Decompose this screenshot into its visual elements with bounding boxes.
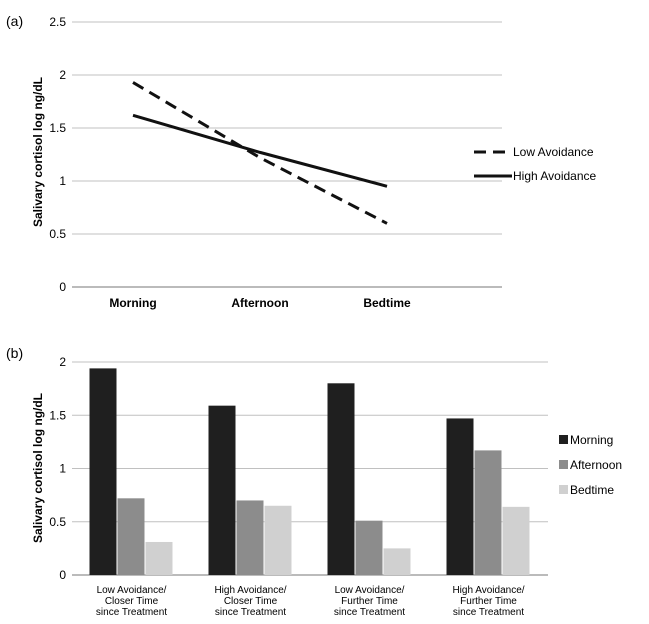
panel-b-y-ticks: 0 0.5 1 1.5 2 <box>49 355 66 582</box>
panel-a-x-tick-label: Bedtime <box>363 296 411 310</box>
panel-b-x-tick-label: High Avoidance/ <box>214 585 286 596</box>
panel-b-y-tick-label: 0.5 <box>49 515 66 529</box>
panel-a-y-axis-label: Salivary cortisol log ng/dL <box>31 77 45 227</box>
panel-a-y-tick-label: 1 <box>59 174 66 188</box>
panel-a-y-tick-label: 0 <box>59 280 66 294</box>
bar-afternoon-group-4 <box>474 450 502 575</box>
bar-bedtime-group-4 <box>502 506 530 575</box>
panel-b-x-tick-label: Low Avoidance/ <box>97 585 167 596</box>
legend-label-morning: Morning <box>570 433 613 447</box>
panel-b-y-tick-label: 0 <box>59 568 66 582</box>
panel-b-x-tick-label: since Treatment <box>215 607 286 618</box>
bar-morning-group-2 <box>208 405 236 575</box>
panel-b-bars <box>89 368 530 575</box>
panel-b-y-tick-label: 1 <box>59 462 66 476</box>
legend-label-afternoon: Afternoon <box>570 458 622 472</box>
panel-b-x-tick-label: since Treatment <box>96 607 167 618</box>
panel-a-gridlines <box>72 21 502 288</box>
panel-b-x-tick-label: Closer Time <box>224 596 278 607</box>
bar-afternoon-group-1 <box>117 498 145 575</box>
panel-b-y-tick-label: 1.5 <box>49 408 66 422</box>
bar-afternoon-group-3 <box>355 520 383 575</box>
bar-morning-group-4 <box>446 418 474 575</box>
panel-a-line-high-avoidance <box>132 113 388 188</box>
panel-a-y-ticks: 0 0.5 1 1.5 2 2.5 <box>49 15 66 294</box>
panel-b-y-tick-label: 2 <box>59 355 66 369</box>
panel-a-y-tick-label: 1.5 <box>49 121 66 135</box>
legend-swatch-afternoon <box>559 460 568 469</box>
panel-a-x-tick-label: Morning <box>109 296 156 310</box>
panel-a-y-tick-label: 2 <box>59 68 66 82</box>
panel-a-legend: Low Avoidance High Avoidance <box>474 145 597 183</box>
bar-bedtime-group-1 <box>145 541 173 575</box>
panel-b-x-tick-label: since Treatment <box>453 607 524 618</box>
panel-b-legend: Morning Afternoon Bedtime <box>559 433 622 497</box>
bar-afternoon-group-2 <box>236 500 264 575</box>
panel-b-y-axis-label: Salivary cortisol log ng/dL <box>31 393 45 543</box>
bar-bedtime-group-2 <box>264 505 292 575</box>
legend-swatch-morning <box>559 435 568 444</box>
panel-a-y-tick-label: 0.5 <box>49 227 66 241</box>
panel-b-x-tick-label: since Treatment <box>334 607 405 618</box>
panel-b-x-tick-label: High Avoidance/ <box>452 585 524 596</box>
panel-b-label: (b) <box>6 345 23 361</box>
legend-swatch-bedtime <box>559 485 568 494</box>
panel-b-x-tick-label: Low Avoidance/ <box>335 585 405 596</box>
panel-a-x-ticks: Morning Afternoon Bedtime <box>109 296 411 310</box>
legend-label-low-avoidance: Low Avoidance <box>513 145 594 159</box>
panel-b-x-tick-label: Further Time <box>341 596 398 607</box>
panel-a-x-tick-label: Afternoon <box>231 296 288 310</box>
bar-morning-group-3 <box>327 383 355 575</box>
panel-a-series <box>132 81 388 225</box>
panel-a-line-low-avoidance <box>132 81 388 225</box>
bar-bedtime-group-3 <box>383 548 411 575</box>
legend-label-high-avoidance: High Avoidance <box>513 169 597 183</box>
panel-b-x-tick-label: Closer Time <box>105 596 159 607</box>
legend-label-bedtime: Bedtime <box>570 483 614 497</box>
panel-a-y-tick-label: 2.5 <box>49 15 66 29</box>
bar-morning-group-1 <box>89 368 117 575</box>
panel-a-label: (a) <box>6 13 23 29</box>
panel-b-x-tick-label: Further Time <box>460 596 517 607</box>
